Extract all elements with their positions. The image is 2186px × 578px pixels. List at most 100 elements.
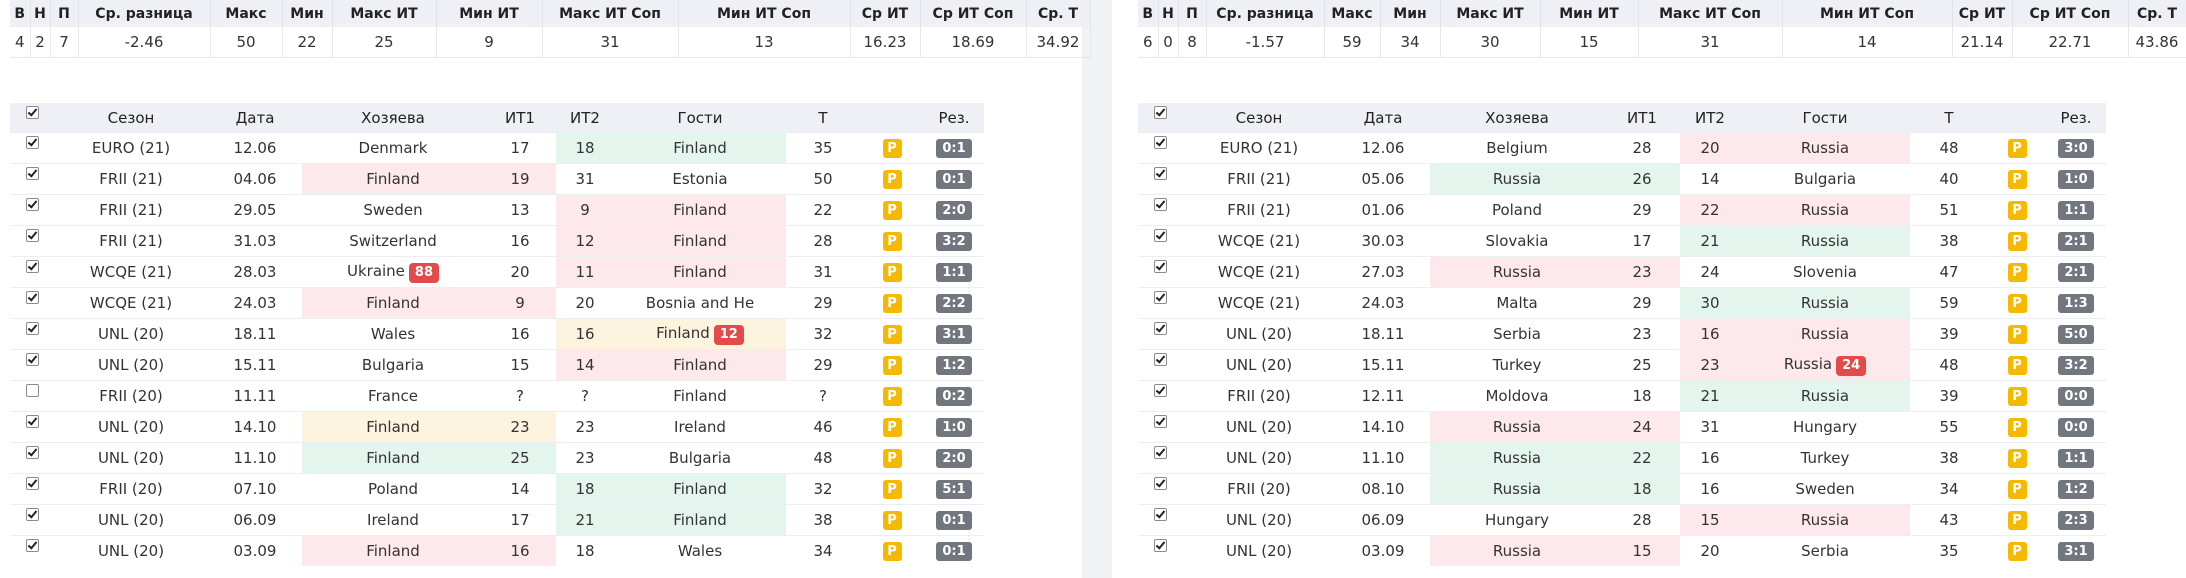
score-badge[interactable]: 0:0 (2058, 418, 2094, 437)
p-badge[interactable]: P (882, 449, 902, 468)
table-row[interactable]: UNL (20) 14.10 Finland 23 23 Ireland 46 P 1:0 (10, 411, 984, 443)
select-all-checkbox[interactable] (25, 105, 39, 119)
table-row[interactable]: EURO (21) 12.06 Belgium 28 20 Russia 48 P 3:0 (1138, 132, 2106, 164)
column-header-away[interactable]: Гости (1740, 103, 1910, 133)
p-badge[interactable]: P (2007, 418, 2027, 437)
stats-header[interactable]: Макс (1324, 0, 1381, 27)
column-header-date[interactable]: Дата (208, 103, 302, 133)
score-badge[interactable]: 1:0 (936, 418, 972, 437)
row-checkbox[interactable] (25, 136, 39, 149)
table-row[interactable]: WCQE (21) 28.03 Ukraine 88 20 11 Finland 31 P 1:1 (10, 256, 984, 288)
away-team-cell[interactable]: Russia (1740, 132, 1910, 164)
column-header-it1[interactable]: ИТ1 (484, 103, 556, 133)
away-team-cell[interactable]: Finland (614, 132, 786, 164)
stats-header[interactable]: Ср. разница (78, 0, 211, 27)
away-team-cell[interactable]: Bulgaria (1740, 163, 1910, 195)
home-team-cell[interactable]: Slovakia (1430, 225, 1604, 257)
away-team-cell[interactable]: Hungary (1740, 411, 1910, 443)
away-team-cell[interactable]: Ireland (614, 411, 786, 443)
score-badge[interactable]: 1:2 (936, 356, 972, 375)
p-badge[interactable]: P (2007, 325, 2027, 344)
p-badge[interactable]: P (882, 418, 902, 437)
away-team-cell[interactable]: Russia (1740, 194, 1910, 226)
p-badge[interactable]: P (882, 387, 902, 406)
home-team-cell[interactable]: Finland (302, 442, 484, 474)
score-badge[interactable]: 3:1 (2058, 542, 2094, 561)
away-team-cell[interactable]: Sweden (1740, 473, 1910, 505)
p-badge[interactable]: P (2007, 263, 2027, 282)
stats-header[interactable]: Н (1158, 0, 1179, 27)
stats-header[interactable]: Макс ИТ (332, 0, 437, 27)
home-team-cell[interactable]: Ukraine 88 (302, 256, 484, 288)
stats-header[interactable]: Ср ИТ (850, 0, 921, 27)
table-row[interactable]: FRII (21) 01.06 Poland 29 22 Russia 51 P 1:1 (1138, 194, 2106, 226)
home-team-cell[interactable]: Ireland (302, 504, 484, 536)
table-row[interactable]: UNL (20) 15.11 Turkey 25 23 Russia 24 48 P 3:2 (1138, 349, 2106, 381)
away-team-cell[interactable]: Slovenia (1740, 256, 1910, 288)
away-team-cell[interactable]: Finland (614, 380, 786, 412)
row-checkbox[interactable] (1153, 260, 1167, 273)
score-badge[interactable]: 3:2 (936, 232, 972, 251)
row-checkbox[interactable] (1153, 322, 1167, 335)
table-row[interactable]: UNL (20) 06.09 Hungary 28 15 Russia 43 P 2:3 (1138, 504, 2106, 536)
p-badge[interactable]: P (2007, 387, 2027, 406)
p-badge[interactable]: P (2007, 480, 2027, 499)
table-row[interactable]: WCQE (21) 30.03 Slovakia 17 21 Russia 38 P 2:1 (1138, 225, 2106, 257)
home-team-cell[interactable]: Wales (302, 318, 484, 350)
row-checkbox[interactable] (25, 415, 39, 428)
stats-header[interactable]: Мин ИТ (1540, 0, 1639, 27)
home-team-cell[interactable]: France (302, 380, 484, 412)
home-team-cell[interactable]: Serbia (1430, 318, 1604, 350)
stats-header[interactable]: Ср. разница (1206, 0, 1325, 27)
table-row[interactable]: WCQE (21) 27.03 Russia 23 24 Slovenia 47 P 2:1 (1138, 256, 2106, 288)
stats-header[interactable]: Мин ИТ Соп (1782, 0, 1953, 27)
row-checkbox[interactable] (1153, 291, 1167, 304)
away-team-cell[interactable]: Serbia (1740, 535, 1910, 566)
row-checkbox[interactable] (25, 477, 39, 490)
home-team-cell[interactable]: Poland (1430, 194, 1604, 226)
table-row[interactable]: FRII (21) 04.06 Finland 19 31 Estonia 50 P 0:1 (10, 163, 984, 195)
home-team-cell[interactable]: Poland (302, 473, 484, 505)
stats-header[interactable]: Мин ИТ (436, 0, 543, 27)
column-header-date[interactable]: Дата (1336, 103, 1430, 133)
stats-header[interactable]: Макс ИТ (1440, 0, 1541, 27)
stats-header[interactable]: П (1178, 0, 1207, 27)
stats-header[interactable]: В (10, 0, 31, 27)
row-checkbox[interactable] (1153, 198, 1167, 211)
score-badge[interactable]: 2:0 (936, 449, 972, 468)
column-header-result[interactable]: Рез. (924, 103, 984, 133)
score-badge[interactable]: 1:3 (2058, 294, 2094, 313)
away-team-cell[interactable]: Russia 24 (1740, 349, 1910, 381)
table-row[interactable]: EURO (21) 12.06 Denmark 17 18 Finland 35 P 0:1 (10, 132, 984, 164)
p-badge[interactable]: P (882, 201, 902, 220)
stats-header[interactable]: В (1138, 0, 1159, 27)
row-checkbox[interactable] (25, 167, 39, 180)
score-badge[interactable]: 0:1 (936, 511, 972, 530)
table-row[interactable]: FRII (21) 31.03 Switzerland 16 12 Finland 28 P 3… (10, 225, 984, 257)
score-badge[interactable]: 5:0 (2058, 325, 2094, 344)
home-team-cell[interactable]: Switzerland (302, 225, 484, 257)
row-checkbox[interactable] (25, 508, 39, 521)
table-row[interactable]: UNL (20) 18.11 Serbia 23 16 Russia 39 P 5:0 (1138, 318, 2106, 350)
table-row[interactable]: UNL (20) 18.11 Wales 16 16 Finland 12 32 P 3:1 (10, 318, 984, 350)
score-badge[interactable]: 1:1 (2058, 201, 2094, 220)
score-badge[interactable]: 2:3 (2058, 511, 2094, 530)
stats-header[interactable]: Ср ИТ Соп (920, 0, 1027, 27)
table-row[interactable]: FRII (20) 08.10 Russia 18 16 Sweden 34 P 1:2 (1138, 473, 2106, 505)
stats-header[interactable]: Ср. Т (1026, 0, 1091, 27)
table-row[interactable]: UNL (20) 03.09 Russia 15 20 Serbia 35 P 3:1 (1138, 535, 2106, 566)
row-checkbox[interactable] (25, 384, 39, 397)
row-checkbox[interactable] (25, 539, 39, 552)
p-badge[interactable]: P (2007, 356, 2027, 375)
column-header-result[interactable]: Рез. (2046, 103, 2106, 133)
table-row[interactable]: UNL (20) 06.09 Ireland 17 21 Finland 38 P 0:1 (10, 504, 984, 536)
table-row[interactable]: FRII (21) 05.06 Russia 26 14 Bulgaria 40 P 1:0 (1138, 163, 2106, 195)
table-row[interactable]: UNL (20) 11.10 Russia 22 16 Turkey 38 P 1:1 (1138, 442, 2106, 474)
away-team-cell[interactable]: Finland (614, 194, 786, 226)
p-badge[interactable]: P (882, 511, 902, 530)
column-header-total[interactable]: Т (786, 103, 860, 133)
row-checkbox[interactable] (1153, 477, 1167, 490)
away-team-cell[interactable]: Russia (1740, 504, 1910, 536)
table-row[interactable]: FRII (21) 29.05 Sweden 13 9 Finland 22 P 2:0 (10, 194, 984, 226)
p-badge[interactable]: P (2007, 511, 2027, 530)
